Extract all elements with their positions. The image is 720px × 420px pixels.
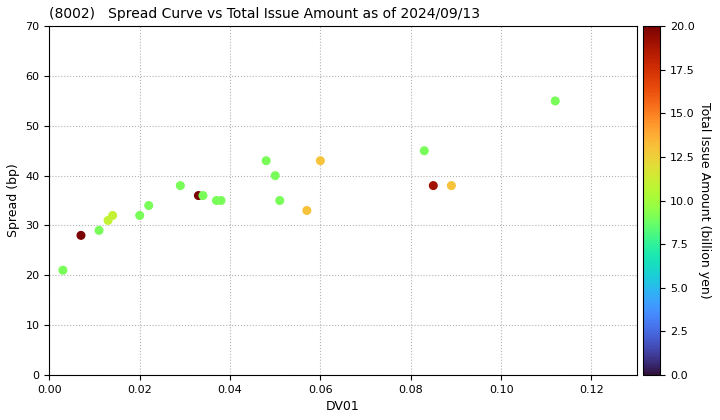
Point xyxy=(315,158,326,164)
Point xyxy=(269,172,281,179)
Point xyxy=(215,197,227,204)
Y-axis label: Total Issue Amount (billion yen): Total Issue Amount (billion yen) xyxy=(698,102,711,299)
Point xyxy=(446,182,457,189)
Point xyxy=(301,207,312,214)
Point xyxy=(549,97,561,104)
Point xyxy=(211,197,222,204)
X-axis label: DV01: DV01 xyxy=(326,400,360,413)
Point xyxy=(174,182,186,189)
Point xyxy=(418,147,430,154)
Point xyxy=(274,197,286,204)
Y-axis label: Spread (bp): Spread (bp) xyxy=(7,164,20,237)
Point xyxy=(193,192,204,199)
Point xyxy=(57,267,68,273)
Point xyxy=(102,217,114,224)
Point xyxy=(197,192,209,199)
Point xyxy=(134,212,145,219)
Point xyxy=(143,202,155,209)
Point xyxy=(94,227,105,234)
Text: (8002)   Spread Curve vs Total Issue Amount as of 2024/09/13: (8002) Spread Curve vs Total Issue Amoun… xyxy=(50,7,480,21)
Point xyxy=(261,158,272,164)
Point xyxy=(428,182,439,189)
Point xyxy=(75,232,86,239)
Point xyxy=(107,212,118,219)
